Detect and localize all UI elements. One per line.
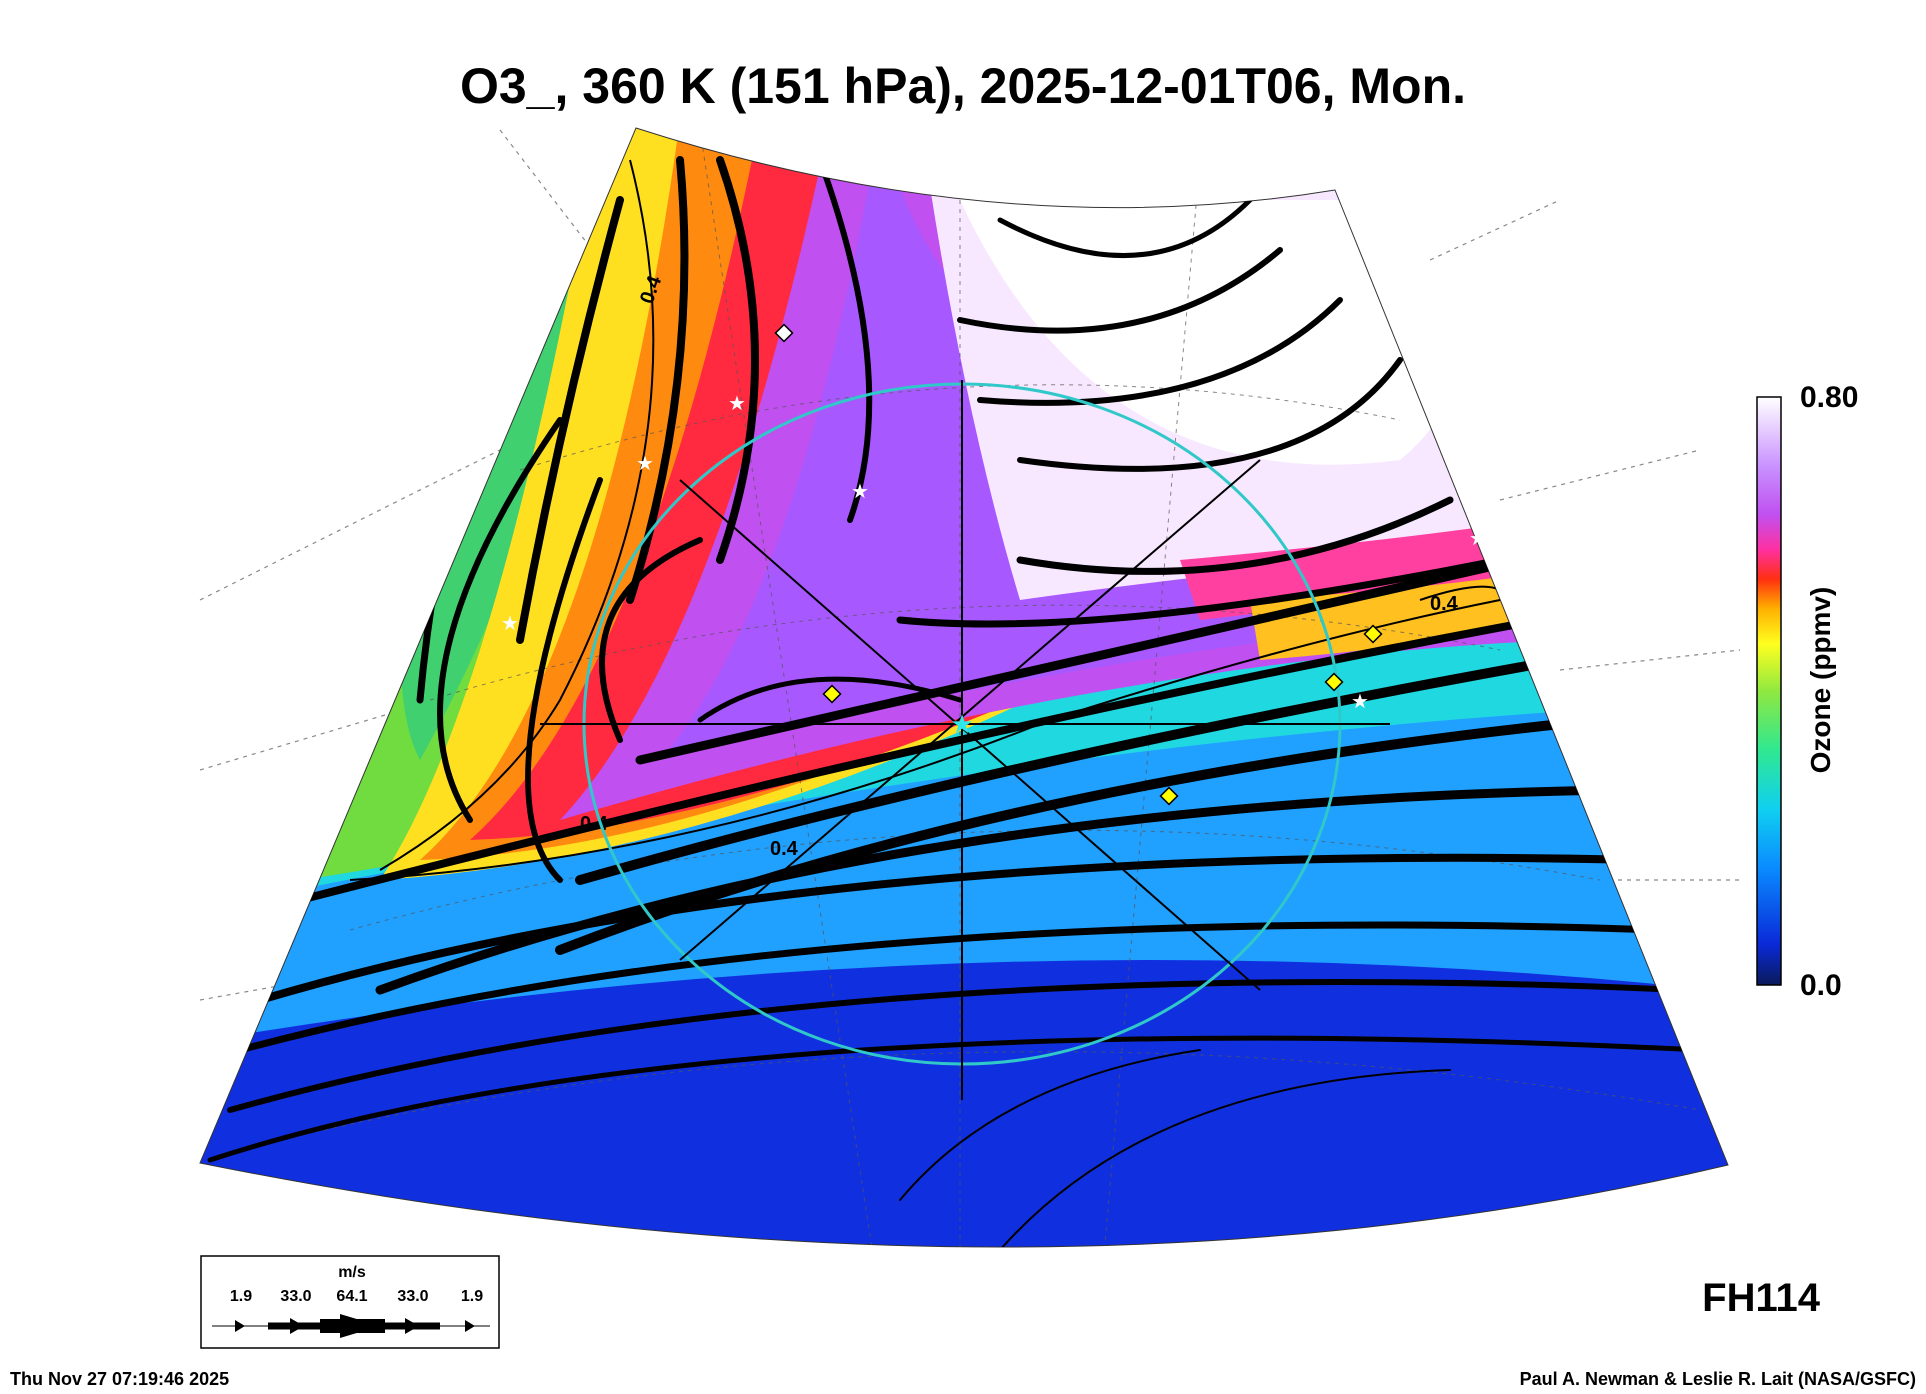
arrow-icon	[235, 1320, 245, 1332]
svg-text:★: ★	[1469, 528, 1487, 550]
forecast-hour: FH114	[1702, 1276, 1821, 1320]
wind-legend-value: 33.0	[397, 1288, 428, 1305]
diamond-marker-icon	[1324, 672, 1344, 692]
timestamp: Thu Nov 27 07:19:46 2025	[10, 1369, 229, 1389]
diamond-marker-icon	[1159, 786, 1179, 806]
credit: Paul A. Newman & Leslie R. Lait (NASA/GS…	[1520, 1369, 1916, 1389]
svg-text:★: ★	[950, 709, 973, 739]
map-title: O3_, 360 K (151 hPa), 2025-12-01T06, Mon…	[460, 58, 1466, 114]
reference-circle	[540, 380, 1390, 1100]
diamond-marker-icon	[1363, 624, 1383, 644]
arrow-icon	[465, 1320, 475, 1332]
svg-text:★: ★	[636, 453, 654, 475]
arrow-icon	[340, 1314, 380, 1338]
svg-text:☆: ☆	[1461, 313, 1479, 335]
colorbar-min-label: 0.0	[1800, 969, 1842, 1002]
wind-legend-unit: m/s	[338, 1264, 366, 1281]
contour-label: 0.4	[1430, 593, 1459, 615]
wind-legend-value: 1.9	[461, 1288, 483, 1305]
svg-text:★: ★	[501, 613, 519, 635]
wind-legend-value: 33.0	[280, 1288, 311, 1305]
colorbar-title: Ozone (ppmv)	[1805, 587, 1836, 774]
wind-legend: m/s 1.9 33.0 64.1 33.0 1.9	[200, 1255, 500, 1349]
white-star-markers: ★ ★ ★ ★ ☆ ★ ★	[501, 313, 1487, 713]
diamond-marker-icon	[774, 323, 794, 343]
colorbar-max-label: 0.80	[1800, 381, 1858, 414]
station-markers	[774, 323, 1383, 806]
arrow-icon	[405, 1318, 419, 1334]
wind-legend-value: 64.1	[336, 1288, 367, 1305]
wind-legend-value: 1.9	[230, 1288, 252, 1305]
svg-text:★: ★	[728, 393, 746, 415]
colorbar	[1756, 396, 1782, 986]
graticule-lines	[199, 129, 1741, 1001]
contour-label: 0.4	[770, 838, 799, 860]
center-star-icon: ★	[950, 709, 973, 739]
svg-text:★: ★	[851, 481, 869, 503]
map-sector-outline	[199, 127, 1729, 1248]
diamond-marker-icon	[822, 684, 842, 704]
svg-text:★: ★	[1351, 691, 1369, 713]
arrow-icon	[290, 1318, 304, 1334]
